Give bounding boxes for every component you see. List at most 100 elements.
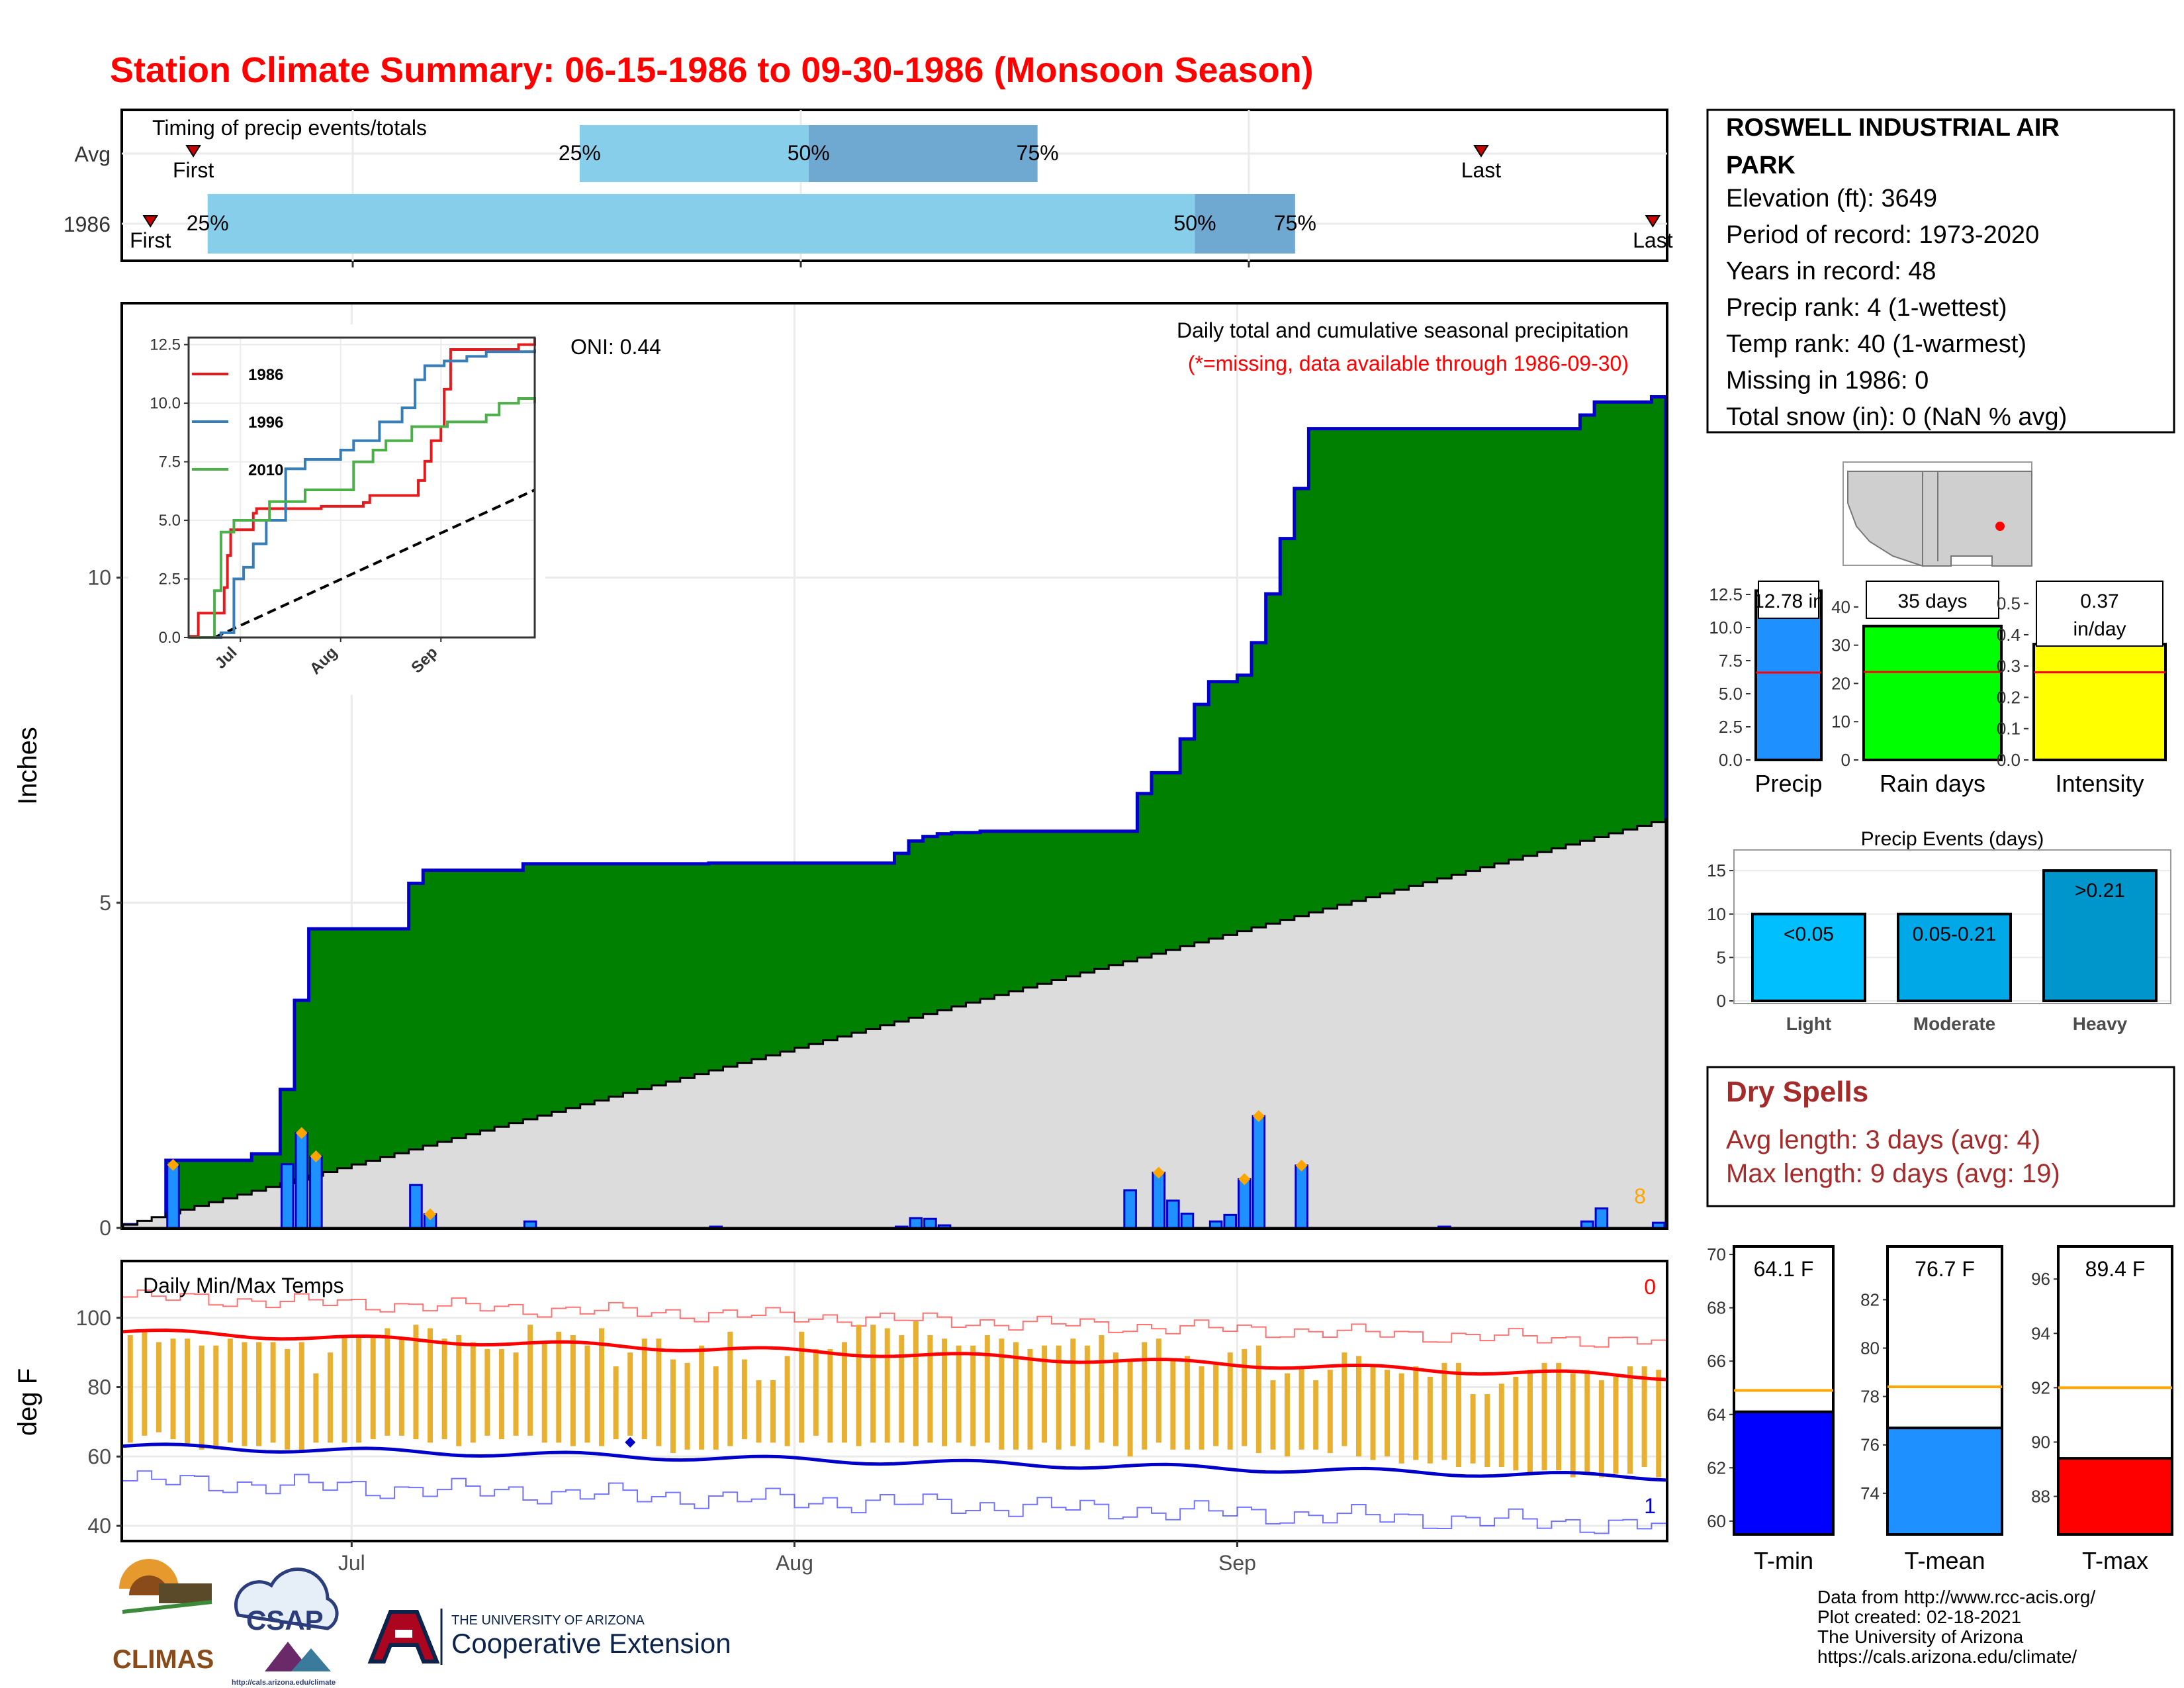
daily-temp-range-bar [1370, 1366, 1376, 1460]
csap-text: CSAP [246, 1605, 324, 1636]
missing-count: 8 [1634, 1184, 1646, 1208]
tmean-y-tick-label: 76 [1860, 1435, 1880, 1455]
daily-temp-range-bar [1541, 1362, 1547, 1471]
daily-temp-range-bar [428, 1328, 433, 1443]
first-event-label: First [130, 228, 171, 252]
season-value-box [2036, 581, 2163, 647]
daily-temp-range-bar [984, 1335, 990, 1443]
tmean-bar-1 [1886, 1427, 2003, 1536]
station-location-marker [1995, 522, 2005, 531]
events-category-label: Light [1786, 1013, 1831, 1034]
dry-spells-title: Dry Spells [1726, 1076, 1868, 1108]
daily-temp-range-bar [1013, 1342, 1019, 1450]
season-category-label: Rain days [1880, 770, 1985, 797]
climas-logo[interactable]: CLIMAS [113, 1559, 214, 1674]
daily-temp-range-bar [1441, 1362, 1447, 1460]
precip-subtitle: Daily total and cumulative seasonal prec… [1177, 318, 1629, 342]
season-y-tick-label: 20 [1831, 673, 1850, 693]
timing-title: Timing of precip events/totals [152, 116, 427, 140]
season-y-tick-label: 5.0 [1719, 684, 1743, 704]
daily-temp-range-bar [527, 1325, 533, 1436]
daily-temp-range-bar [1385, 1370, 1390, 1457]
daily-temp-range-bar [1484, 1394, 1490, 1468]
daily-temp-range-bar [956, 1345, 962, 1443]
daily-temp-range-bar [699, 1345, 705, 1450]
daily-flag-marker [295, 1127, 308, 1139]
daily-temp-range-bar [199, 1345, 205, 1450]
station-detail-line: Missing in 1986: 0 [1726, 367, 1929, 395]
temp-y-tick-label: 100 [76, 1306, 111, 1330]
daily-temp-range-bar [1156, 1338, 1161, 1443]
temp-y-axis: 40 60 80 100 [76, 1306, 122, 1538]
inset-series-line-2010 [189, 397, 536, 639]
daily-flag-marker [424, 1208, 437, 1221]
tmean-y-tick-label: 92 [2031, 1378, 2050, 1397]
daily-temp-range-bar [441, 1338, 447, 1440]
temp-title: Daily Min/Max Temps [143, 1274, 343, 1297]
ua-small-text: THE UNIVERSITY OF ARIZONA [451, 1613, 645, 1628]
daily-temp-range-bar [741, 1359, 747, 1440]
daily-temp-range-bar [827, 1348, 833, 1443]
season-y-tick-label: 0.1 [1997, 719, 2021, 739]
daily-temp-range-bar [513, 1352, 519, 1436]
first-event-marker [185, 145, 201, 158]
daily-temp-range-bar [1042, 1345, 1048, 1443]
page-title: Station Climate Summary: 06-15-1986 to 0… [110, 50, 1314, 90]
temp-ylabel: deg F [13, 1368, 42, 1436]
daily-temp-range-bar [270, 1342, 276, 1443]
timing-panel: Timing of precip events/totals Avg First L… [64, 109, 1673, 267]
ua-logo[interactable]: THE UNIVERSITY OF ARIZONA Cooperative Ex… [361, 1609, 731, 1665]
daily-temp-range-bar [942, 1338, 948, 1446]
precip-panel: Daily total and cumulative seasonal prec… [13, 302, 1668, 1240]
daily-temp-range-bar [756, 1380, 762, 1443]
daily-temp-range-bar [1313, 1380, 1319, 1450]
daily-temp-range-bar [413, 1325, 419, 1440]
daily-flag-marker [1238, 1173, 1251, 1186]
temp-panel: Daily Min/Max Temps 0 1 deg F 406080100 … [13, 1260, 1668, 1575]
last-event-label: Last [1633, 228, 1673, 252]
daily-temp-range-bar [498, 1348, 504, 1440]
tmean-bar-0 [1733, 1410, 1835, 1536]
tmin-count: 1 [1644, 1494, 1656, 1518]
season-y-tick-label: 0.2 [1997, 687, 2021, 707]
last-event-marker [1645, 215, 1661, 228]
events-bar-light [1751, 912, 1866, 1002]
month-tick-label: Sep [1218, 1551, 1256, 1575]
quartile-75-label: 75% [1274, 211, 1316, 235]
missing-note: (*=missing, data available through 1986-… [1188, 352, 1629, 375]
daily-temp-range-bar [298, 1342, 304, 1454]
month-tick-label: Jul [338, 1551, 365, 1575]
daily-temp-range-bar [884, 1328, 890, 1443]
daily-precip-bar [166, 1164, 180, 1229]
timing-row-label: Avg [74, 142, 111, 166]
daily-temp-range-bar [1470, 1394, 1476, 1464]
tmean-category-label: T-min [1754, 1547, 1813, 1574]
dry-spells: Dry Spells Avg length: 3 days (avg: 4) M… [1706, 1066, 2175, 1207]
daily-precip-bar [1580, 1220, 1594, 1229]
daily-precip-bar [1152, 1171, 1166, 1229]
daily-precip-bars [166, 1110, 1666, 1229]
daily-temp-range-bar [285, 1348, 291, 1450]
daily-precip-bar [409, 1184, 423, 1229]
daily-temp-range-bar [1513, 1376, 1519, 1471]
daily-temp-range-bar [1255, 1345, 1261, 1454]
daily-temp-range-bar [1113, 1352, 1119, 1446]
precip-y-tick-label: 5 [99, 891, 111, 915]
daily-temp-range-bar [242, 1342, 248, 1446]
season-y-tick-label: 0.3 [1997, 656, 2021, 676]
tmean-y-tick-label: 66 [1707, 1351, 1726, 1371]
daily-precip-bar [1180, 1212, 1195, 1229]
inset-legend-label: 1986 [248, 366, 283, 384]
events-y-tick-label: 0 [1717, 991, 1726, 1011]
temp-y-tick-label: 80 [87, 1376, 111, 1399]
tmean-value-label: 64.1 F [1754, 1257, 1814, 1281]
csap-logo[interactable]: CSAP http://cals.arizona.edu/climate [232, 1568, 339, 1687]
daily-precip-bar [1238, 1178, 1251, 1229]
daily-temp-range-bar [1270, 1380, 1276, 1450]
location-map [1843, 461, 2032, 567]
events-y-tick-label: 15 [1707, 861, 1726, 880]
tmean-y-tick-label: 60 [1707, 1511, 1726, 1531]
precip-y-tick-label: 10 [87, 566, 111, 590]
daily-temp-range-bar [670, 1359, 676, 1454]
